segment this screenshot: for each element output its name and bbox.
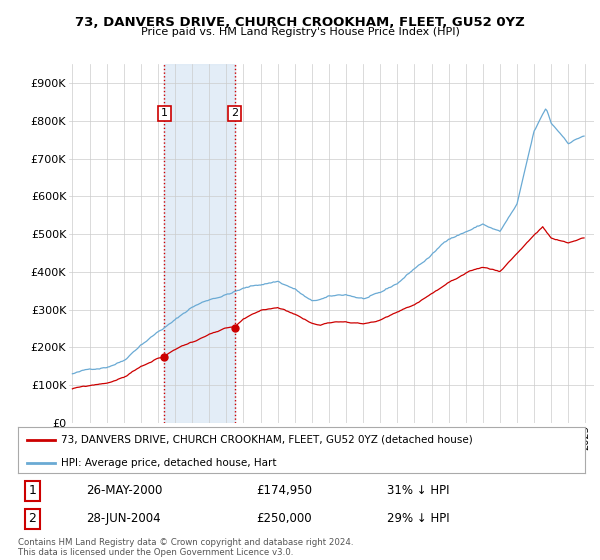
Text: Contains HM Land Registry data © Crown copyright and database right 2024.
This d: Contains HM Land Registry data © Crown c…	[18, 538, 353, 557]
Bar	[164, 64, 235, 423]
Text: 31% ↓ HPI: 31% ↓ HPI	[386, 484, 449, 497]
Text: 26-MAY-2000: 26-MAY-2000	[86, 484, 163, 497]
Text: 73, DANVERS DRIVE, CHURCH CROOKHAM, FLEET, GU52 0YZ: 73, DANVERS DRIVE, CHURCH CROOKHAM, FLEE…	[75, 16, 525, 29]
Text: £174,950: £174,950	[256, 484, 312, 497]
Text: 2: 2	[28, 512, 36, 525]
Text: 1: 1	[28, 484, 36, 497]
Text: 29% ↓ HPI: 29% ↓ HPI	[386, 512, 449, 525]
Text: Price paid vs. HM Land Registry's House Price Index (HPI): Price paid vs. HM Land Registry's House …	[140, 27, 460, 37]
Text: 1: 1	[161, 109, 168, 119]
Text: 2: 2	[231, 109, 238, 119]
Text: 28-JUN-2004: 28-JUN-2004	[86, 512, 161, 525]
Text: HPI: Average price, detached house, Hart: HPI: Average price, detached house, Hart	[61, 458, 276, 468]
Text: 73, DANVERS DRIVE, CHURCH CROOKHAM, FLEET, GU52 0YZ (detached house): 73, DANVERS DRIVE, CHURCH CROOKHAM, FLEE…	[61, 435, 472, 445]
Text: £250,000: £250,000	[256, 512, 312, 525]
